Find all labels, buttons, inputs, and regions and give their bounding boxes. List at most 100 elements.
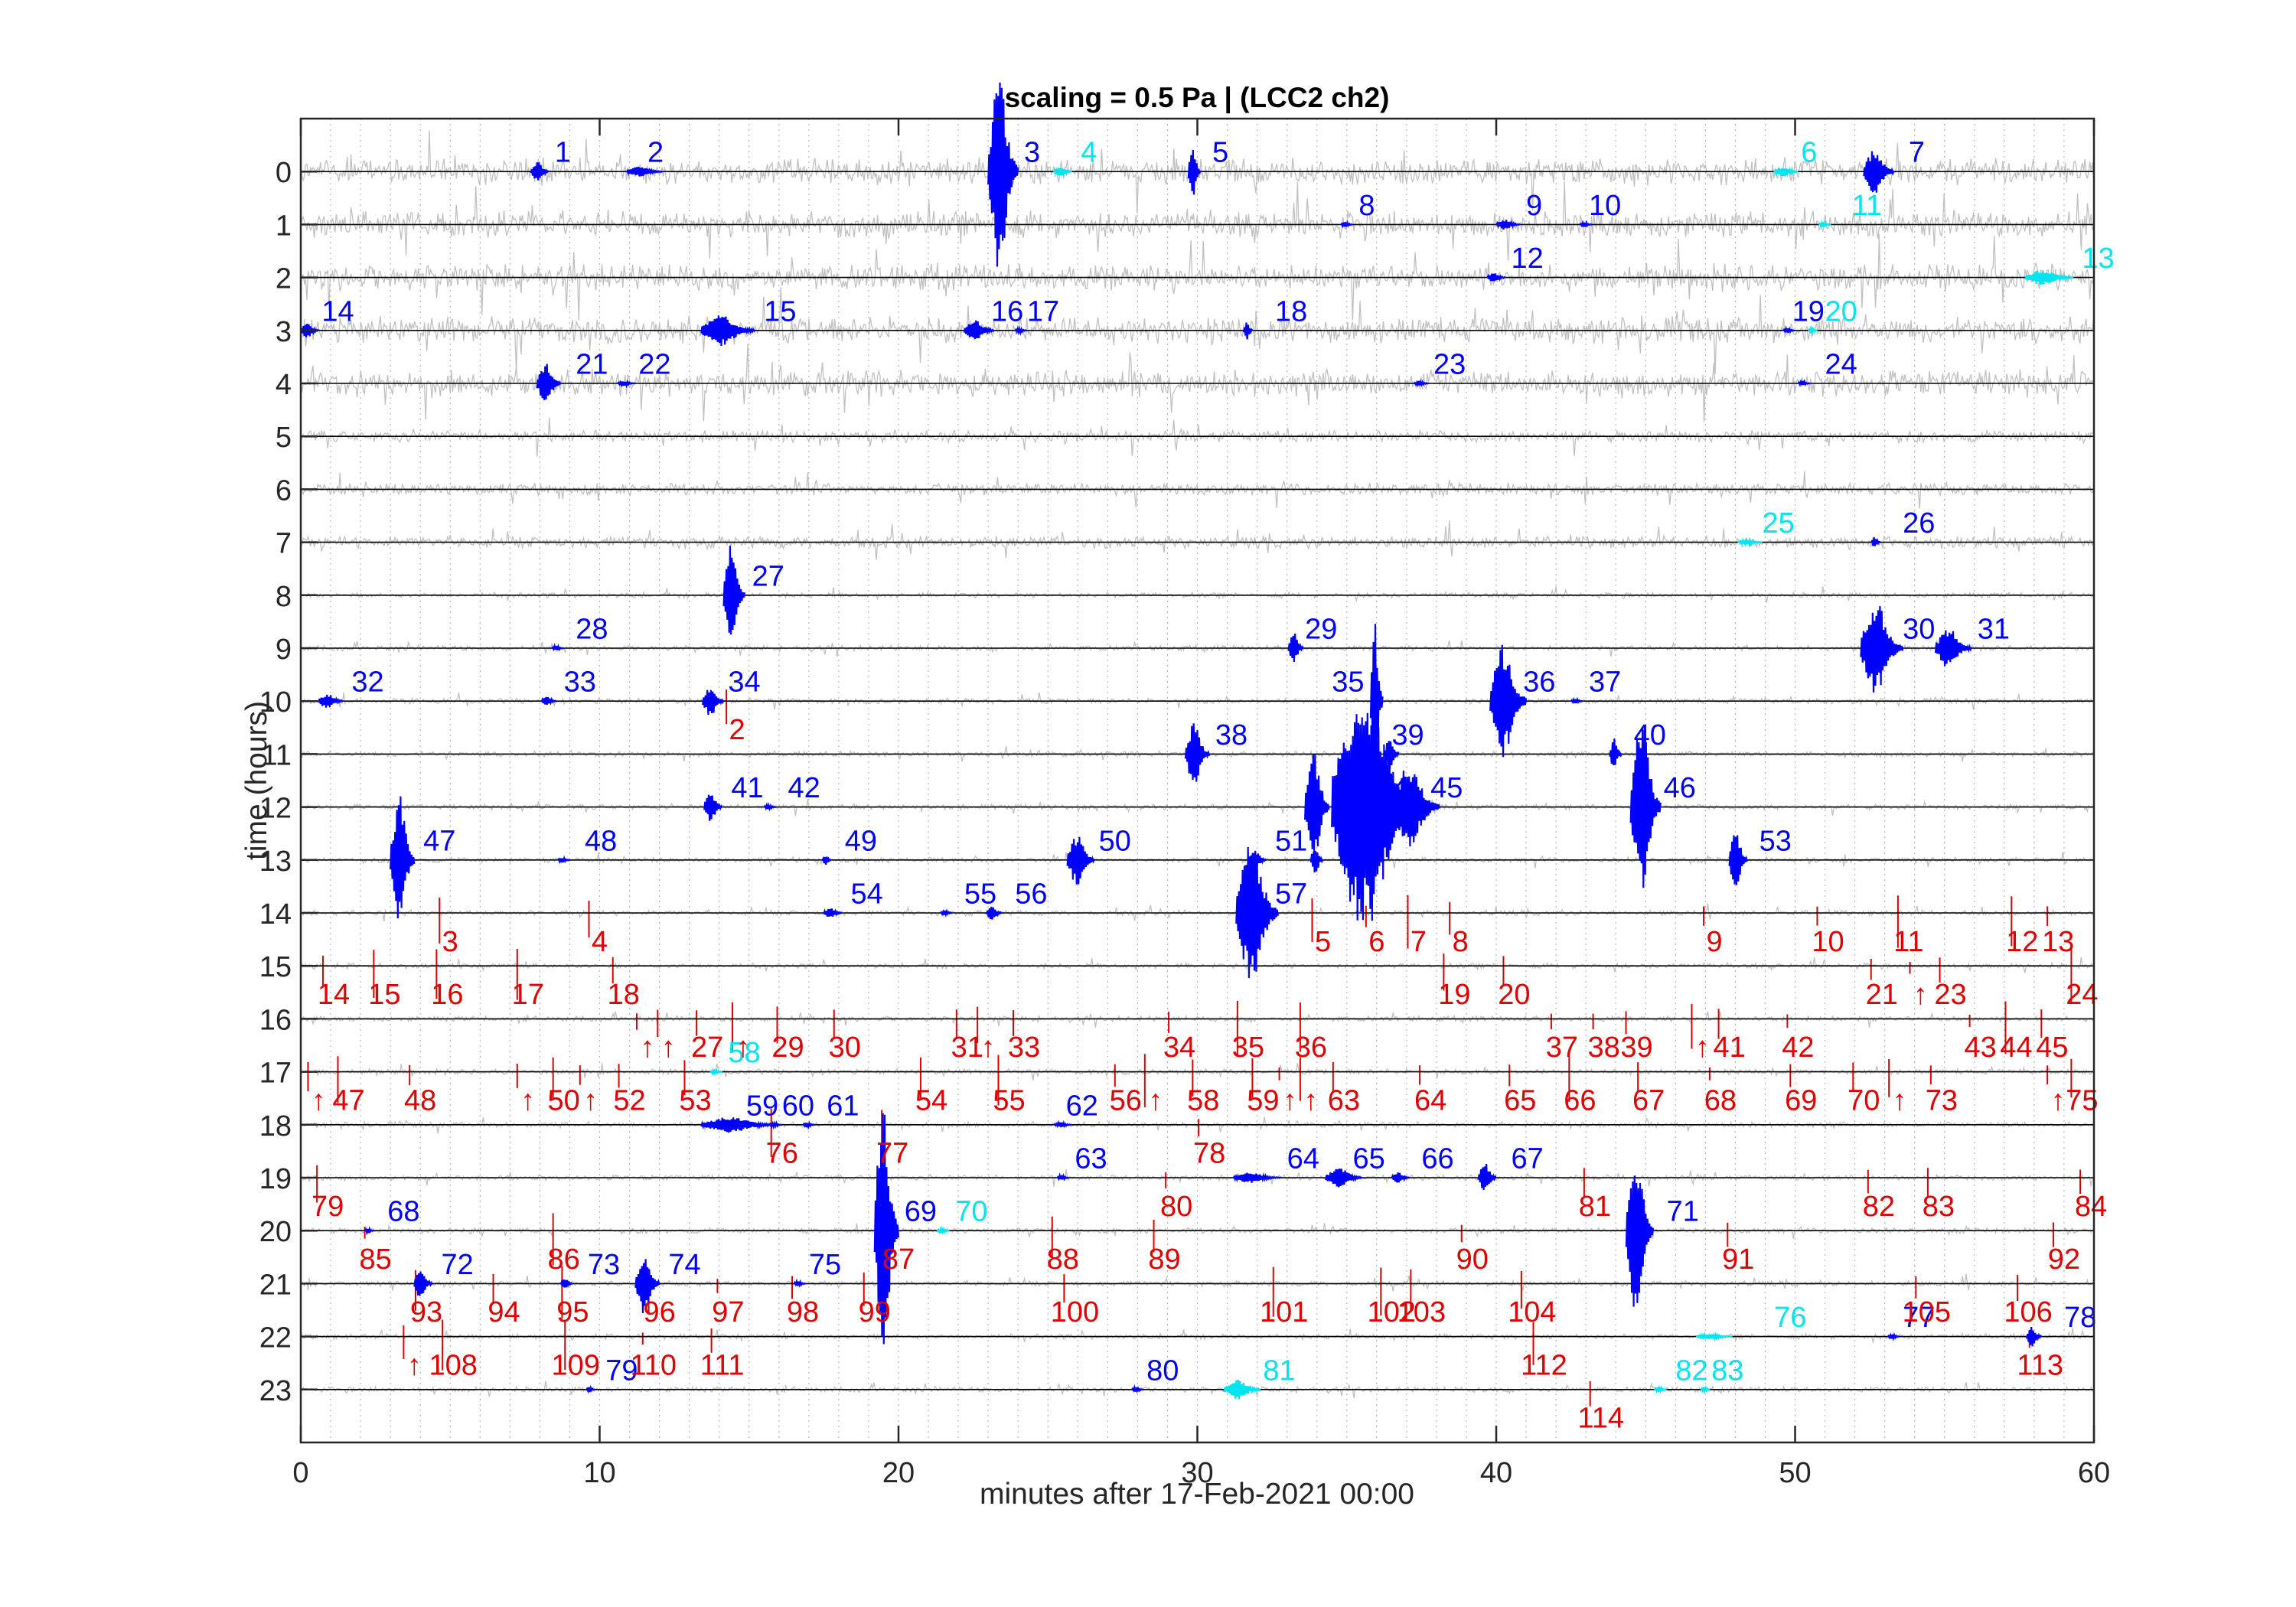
- marker-label: ↑: [735, 1032, 750, 1064]
- marker-label: 95: [556, 1296, 589, 1328]
- x-tick-label: 40: [1480, 1457, 1512, 1489]
- event-waveform: [1728, 835, 1749, 885]
- marker-label: 102: [1368, 1296, 1416, 1328]
- marker-label: 104: [1508, 1296, 1556, 1328]
- event-waveform: [390, 796, 416, 919]
- event-label: 12: [1512, 243, 1544, 275]
- marker-label: 17: [512, 979, 544, 1011]
- marker-label: 65: [1504, 1084, 1536, 1116]
- marker-label: 82: [1863, 1191, 1895, 1223]
- marker-label: 54: [915, 1084, 947, 1116]
- marker-label: 12: [2006, 926, 2038, 958]
- event-label: 60: [782, 1090, 814, 1122]
- marker-label: 86: [547, 1244, 579, 1276]
- marker-label: 47: [332, 1084, 364, 1116]
- event-waveform: [530, 162, 550, 181]
- event-label: 29: [1305, 614, 1337, 646]
- y-tick-label: 1: [276, 210, 292, 242]
- event-label: 28: [576, 614, 608, 646]
- marker-label: 21: [1866, 979, 1898, 1011]
- marker-label: 80: [1160, 1191, 1192, 1223]
- noise-trace: [300, 417, 2094, 457]
- marker-label: 105: [1903, 1296, 1951, 1328]
- y-tick-label: 14: [259, 898, 292, 931]
- event-waveform: [1383, 741, 1401, 770]
- noise-trace: [300, 234, 2095, 321]
- marker-label: 4: [592, 926, 608, 958]
- x-tick-label: 30: [1181, 1457, 1213, 1489]
- marker-label: 27: [691, 1032, 723, 1064]
- event-label: 66: [1421, 1143, 1453, 1175]
- marker-label: 14: [318, 979, 350, 1011]
- event-label: 32: [351, 667, 383, 699]
- marker-label: 20: [1498, 979, 1530, 1011]
- marker-label: 50: [547, 1084, 579, 1116]
- y-tick-label: 8: [276, 581, 292, 613]
- event-label: 38: [1215, 719, 1247, 751]
- y-tick-label: 21: [259, 1269, 292, 1301]
- event-waveform: [1870, 537, 1881, 546]
- marker-label: 79: [311, 1191, 344, 1223]
- event-waveform: [986, 906, 1003, 920]
- event-label: 36: [1523, 667, 1555, 699]
- marker-label: 39: [1620, 1032, 1652, 1064]
- event-label: 67: [1512, 1143, 1544, 1175]
- event-waveform: [1818, 220, 1831, 229]
- noise-trace: [300, 1380, 2094, 1399]
- event-waveform: [1570, 696, 1583, 705]
- event-waveform: [1477, 1163, 1497, 1191]
- event-waveform: [722, 546, 745, 635]
- y-tick-label: 6: [276, 474, 292, 507]
- event-waveform: [413, 1271, 433, 1296]
- event-label: 76: [1774, 1302, 1806, 1334]
- marker-label: 106: [2004, 1296, 2052, 1328]
- event-waveform: [1325, 1168, 1363, 1188]
- event-waveform: [987, 82, 1019, 267]
- event-label: 46: [1664, 772, 1696, 804]
- event-label: 37: [1589, 667, 1621, 699]
- chart-title: scaling = 0.5 Pa | (LCC2 ch2): [1005, 82, 1390, 114]
- event-label: 15: [764, 295, 796, 328]
- event-label: 48: [585, 825, 617, 857]
- event-label: 34: [728, 667, 760, 699]
- minute-grid: [330, 119, 2065, 1442]
- event-label: 75: [809, 1249, 841, 1281]
- event-waveform: [963, 320, 995, 339]
- marker-label: 64: [1414, 1084, 1446, 1116]
- marker-label: 16: [431, 979, 463, 1011]
- marker-label: 37: [1546, 1032, 1578, 1064]
- event-label: 30: [1903, 614, 1935, 646]
- marker-label: 3: [442, 926, 458, 958]
- event-waveform: [1184, 723, 1211, 782]
- marker-label: 24: [2066, 979, 2098, 1011]
- event-label: 54: [851, 878, 883, 911]
- event-label: 9: [1526, 190, 1542, 222]
- marker-label: 92: [2048, 1244, 2080, 1276]
- event-waveform: [1797, 378, 1811, 387]
- event-waveform: [709, 1068, 723, 1077]
- marker-label: 91: [1722, 1244, 1754, 1276]
- event-waveform: [625, 166, 664, 177]
- event-label: 50: [1099, 825, 1131, 857]
- marker-label: 76: [766, 1138, 798, 1170]
- event-label: 56: [1015, 878, 1047, 911]
- x-tick-label: 60: [2078, 1457, 2110, 1489]
- event-label: 70: [955, 1196, 987, 1228]
- marker-label: 44: [2000, 1032, 2032, 1064]
- marker-label: 85: [359, 1244, 391, 1276]
- event-label: 20: [1825, 295, 1857, 328]
- marker-label: 6: [1368, 926, 1384, 958]
- event-waveform: [1625, 1175, 1655, 1307]
- marker-label: 41: [1713, 1032, 1745, 1064]
- y-tick-label: 10: [259, 686, 292, 719]
- marker-label: 98: [787, 1296, 819, 1328]
- marker-label: 18: [608, 979, 640, 1011]
- event-waveform: [2026, 1327, 2043, 1347]
- x-axis-label: minutes after 17-Feb-2021 00:00: [980, 1478, 1414, 1511]
- event-waveform: [364, 1226, 375, 1236]
- marker-label: 13: [2042, 926, 2074, 958]
- event-waveform: [1053, 1120, 1072, 1129]
- marker-label: 29: [771, 1032, 804, 1064]
- y-tick-label: 22: [259, 1322, 292, 1354]
- event-label: 62: [1066, 1090, 1098, 1122]
